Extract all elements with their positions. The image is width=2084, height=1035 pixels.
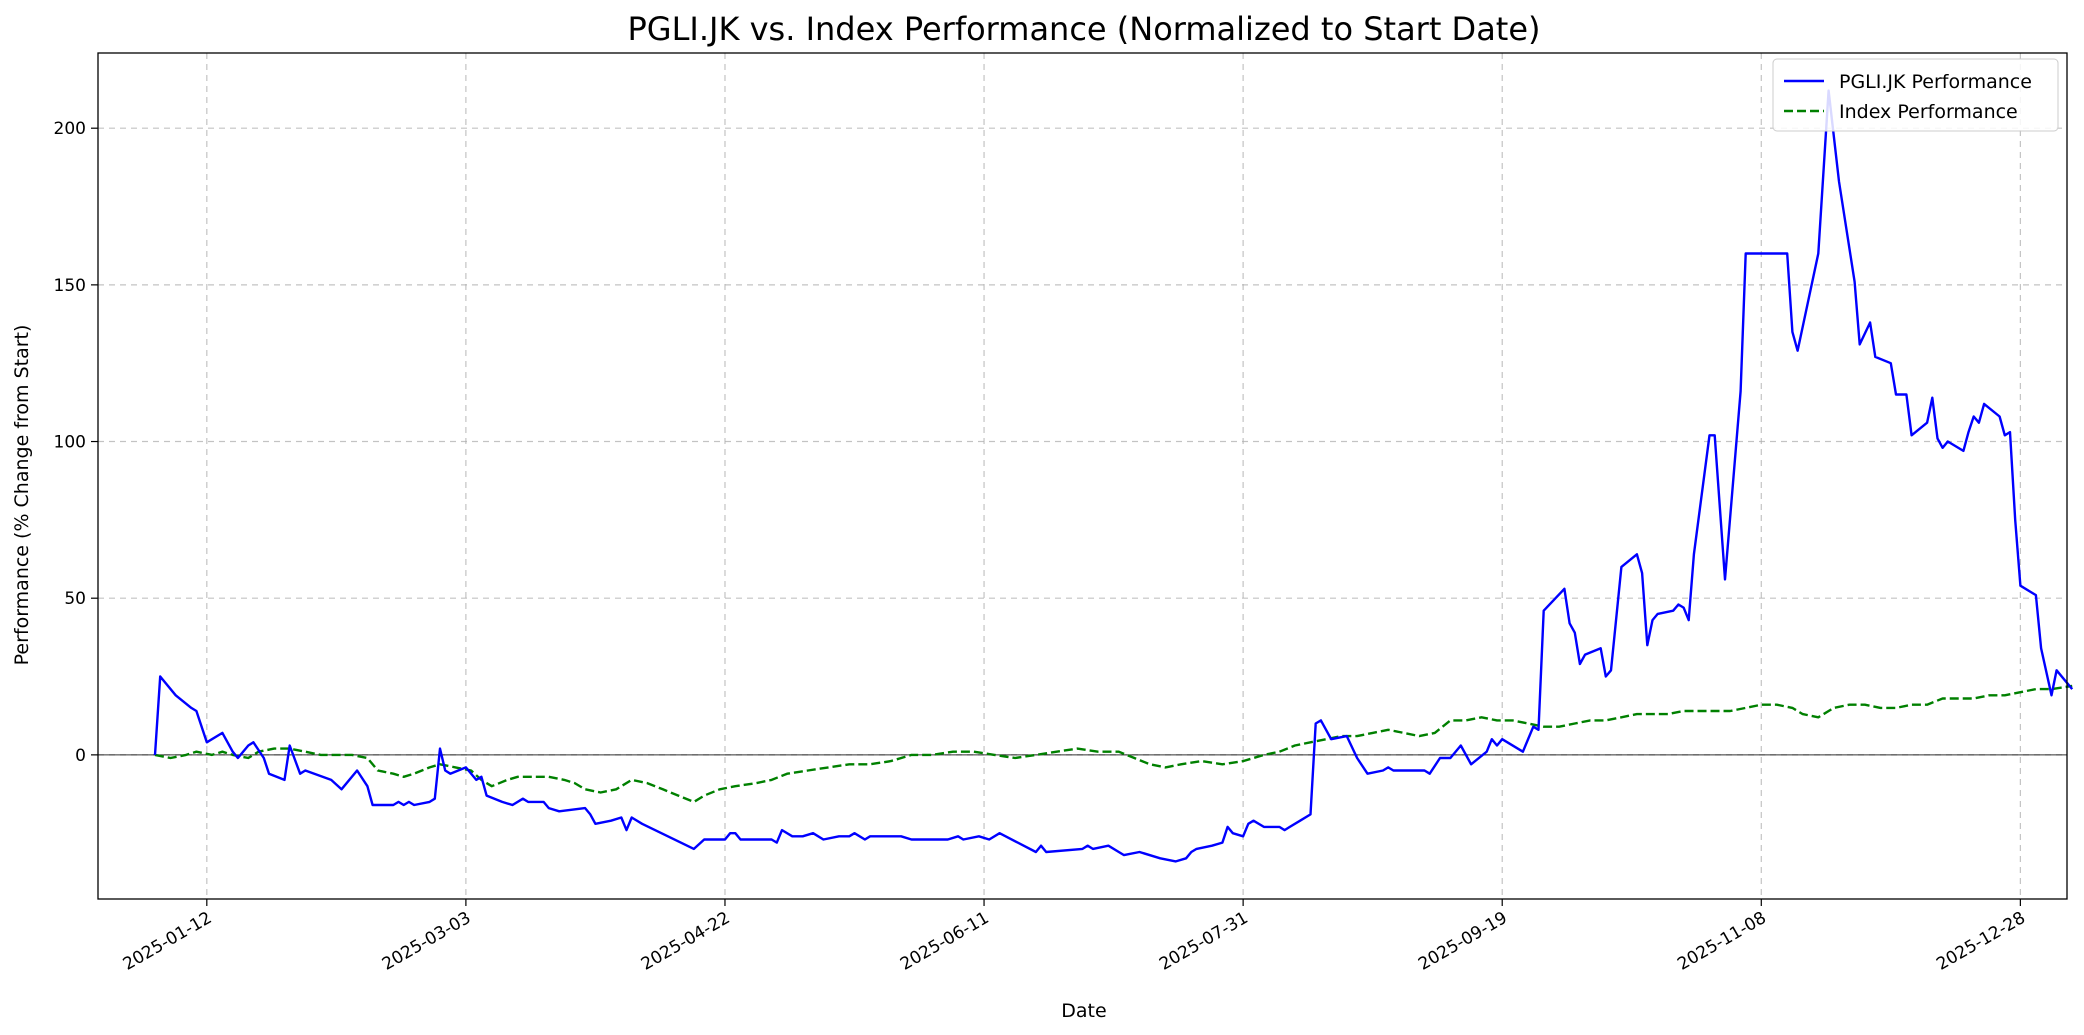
legend-box (1772, 58, 2059, 132)
plot-frame (97, 52, 2068, 900)
chart-title: PGLI.JK vs. Index Performance (Normalize… (627, 10, 1540, 48)
legend-label-pgli: PGLI.JK Performance (1839, 71, 2032, 93)
y-tick-label: 200 (54, 119, 86, 139)
y-tick-label: 100 (54, 433, 86, 453)
series-line-pgli (153, 89, 2074, 863)
y-tick-label: 0 (75, 746, 86, 766)
y-axis: 0 50 100 150 200 (54, 119, 98, 766)
y-axis-label: Performance (% Change from Start) (11, 325, 33, 666)
legend: PGLI.JK Performance Index Performance (1772, 58, 2059, 132)
series-layer (153, 89, 2074, 863)
y-tick-label: 150 (54, 276, 86, 296)
x-axis-label: Date (1061, 1000, 1106, 1022)
y-tick-label: 50 (64, 589, 86, 609)
legend-label-index: Index Performance (1839, 101, 2018, 123)
series-line-index (154, 684, 2073, 804)
